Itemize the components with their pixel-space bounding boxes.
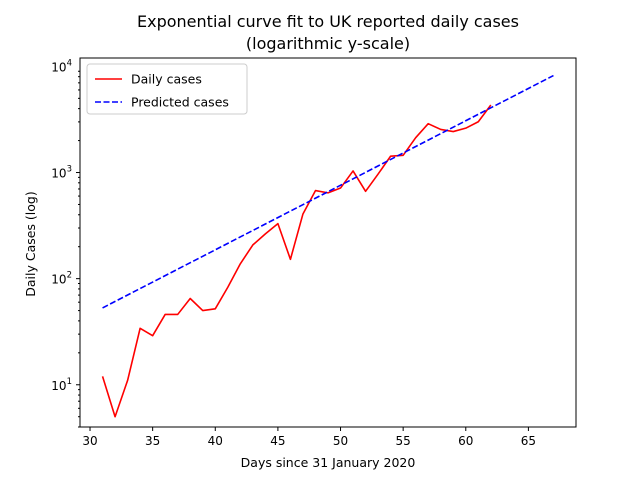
y-axis-label: Daily Cases (log) xyxy=(23,191,38,297)
legend: Daily cases Predicted cases xyxy=(86,63,248,115)
plot-lines xyxy=(101,74,554,418)
x-tick-label: 45 xyxy=(270,434,285,448)
x-tick-label: 65 xyxy=(521,434,536,448)
y-tick-label: 102 xyxy=(51,271,72,287)
chart-title: Exponential curve fit to UK reported dai… xyxy=(137,12,519,31)
legend-box xyxy=(86,63,248,115)
legend-label: Predicted cases xyxy=(131,95,229,110)
x-tick-label: 55 xyxy=(396,434,411,448)
plot-area-frame xyxy=(79,57,577,428)
y-tick-label: 104 xyxy=(51,58,72,74)
x-tick-label: 35 xyxy=(145,434,160,448)
x-tick-label: 40 xyxy=(208,434,223,448)
y-tick-label: 103 xyxy=(51,165,72,181)
legend-label: Daily cases xyxy=(131,72,202,87)
x-axis-label: Days since 31 January 2020 xyxy=(241,455,416,470)
x-tick-label: 60 xyxy=(458,434,473,448)
daily-cases-line xyxy=(101,104,492,418)
x-axis-ticks: 30 35 40 45 50 55 60 65 xyxy=(82,427,536,448)
y-axis-ticks: 101 102 103 104 xyxy=(51,58,80,428)
y-tick-label: 101 xyxy=(51,377,72,393)
x-tick-label: 30 xyxy=(82,434,97,448)
x-tick-label: 50 xyxy=(333,434,348,448)
chart-subtitle: (logarithmic y-scale) xyxy=(246,34,410,53)
